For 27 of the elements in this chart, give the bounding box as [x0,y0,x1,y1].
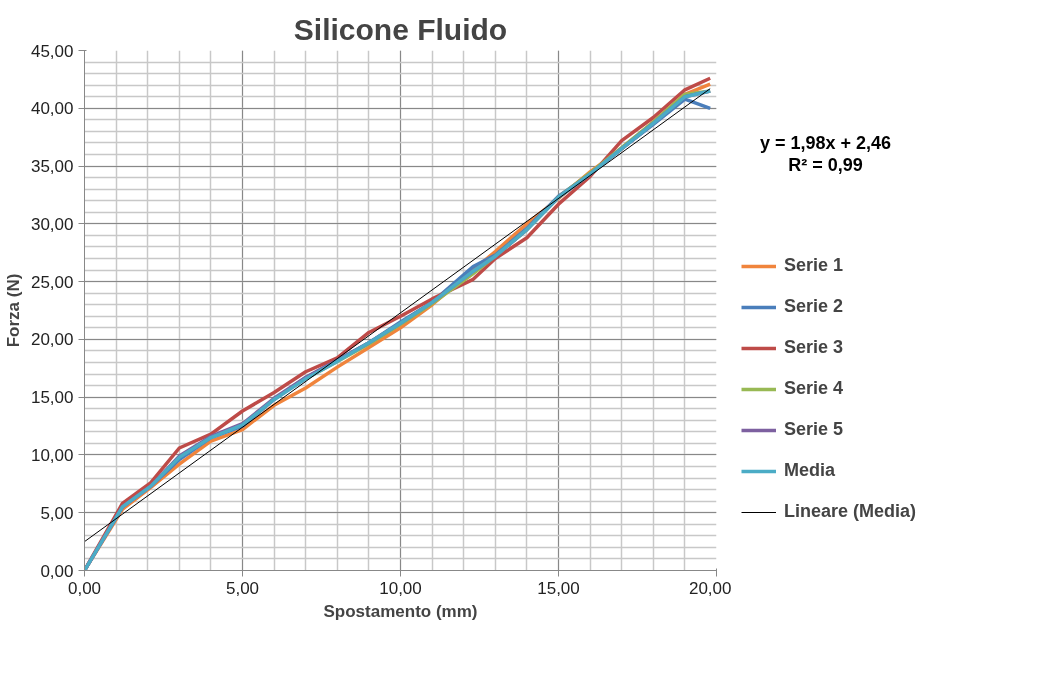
legend-label: Lineare (Media) [784,501,917,522]
text: y = 1,98x + 2,46 [759,132,892,153]
legend-label: Media [784,460,836,481]
y-tick-label: 10,00 [30,445,74,465]
y-tick-label: 40,00 [30,99,74,119]
y-tick-label: 25,00 [30,272,74,292]
legend-label: Serie 1 [784,255,844,276]
y-axis-title: Forza (N) [3,273,23,348]
y-tick-label: 30,00 [30,214,74,234]
y-tick-label: 0,00 [40,561,74,581]
x-tick-label: 0,00 [67,578,102,598]
y-tick-label: 45,00 [30,41,74,61]
x-tick-label: 20,00 [688,578,732,598]
legend-label: Serie 2 [784,296,844,317]
x-tick-label: 15,00 [537,578,580,598]
y-tick-label: 15,00 [30,388,74,408]
x-axis-title: Spostamento (mm) [323,601,478,621]
legend-label: Serie 3 [784,337,844,358]
x-tick-label: 5,00 [225,578,260,598]
legend-label: Serie 4 [784,378,844,399]
x-tick-label: 10,00 [379,578,422,598]
chart-title: Silicone Fluido [293,12,508,46]
y-tick-label: 35,00 [30,157,74,177]
y-tick-label: 5,00 [40,503,74,523]
legend-label: Serie 5 [784,419,844,440]
text: R² = 0,99 [788,154,863,175]
y-tick-label: 20,00 [30,330,74,350]
